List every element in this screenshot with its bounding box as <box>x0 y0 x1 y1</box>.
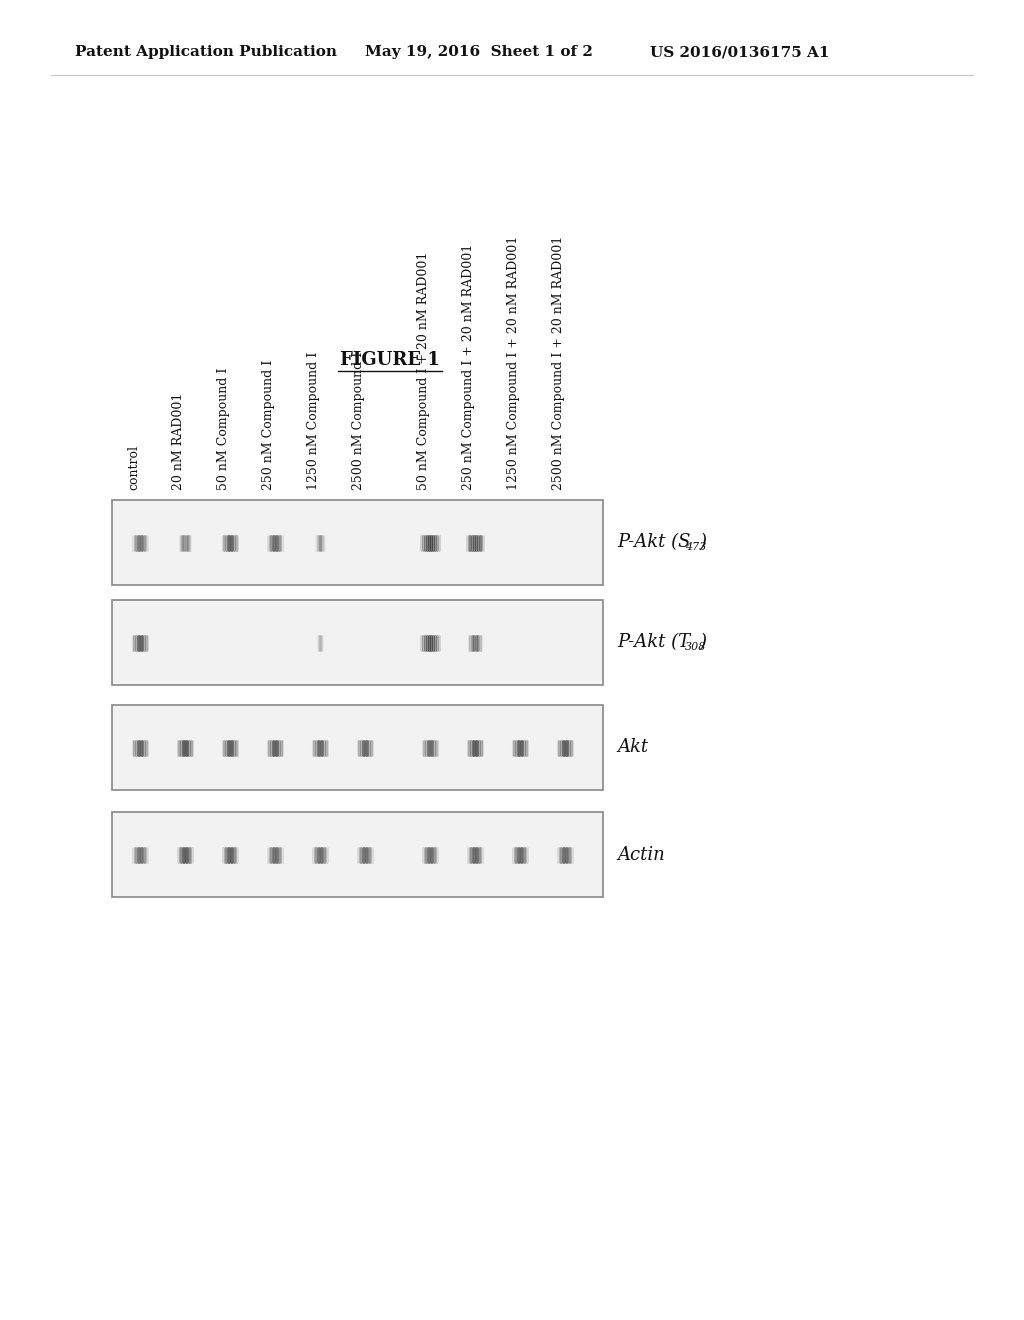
Text: 2500 nM Compound I + 20 nM RAD001: 2500 nM Compound I + 20 nM RAD001 <box>552 236 565 490</box>
Text: 50 nM Compound I + 20 nM RAD001: 50 nM Compound I + 20 nM RAD001 <box>417 252 430 490</box>
Text: 20 nM RAD001: 20 nM RAD001 <box>172 392 185 490</box>
Text: P-Akt (T: P-Akt (T <box>617 634 690 652</box>
Text: 50 nM Compound I: 50 nM Compound I <box>217 368 230 490</box>
Text: 250 nM Compound I + 20 nM RAD001: 250 nM Compound I + 20 nM RAD001 <box>462 244 475 490</box>
Bar <box>112 500 603 585</box>
Text: 1250 nM Compound I: 1250 nM Compound I <box>307 351 319 490</box>
Text: 2500 nM Compound I: 2500 nM Compound I <box>352 351 365 490</box>
Text: US 2016/0136175 A1: US 2016/0136175 A1 <box>650 45 829 59</box>
Text: P-Akt (S: P-Akt (S <box>617 533 690 552</box>
Text: Akt: Akt <box>617 738 648 756</box>
Text: 308: 308 <box>685 643 707 652</box>
Text: 473: 473 <box>685 543 707 553</box>
Text: ): ) <box>699 533 706 552</box>
Text: ): ) <box>699 634 706 652</box>
Text: control: control <box>127 445 140 490</box>
Bar <box>112 601 603 685</box>
Bar <box>112 705 603 789</box>
Text: May 19, 2016  Sheet 1 of 2: May 19, 2016 Sheet 1 of 2 <box>365 45 593 59</box>
Text: 1250 nM Compound I + 20 nM RAD001: 1250 nM Compound I + 20 nM RAD001 <box>507 236 520 490</box>
Bar <box>112 812 603 898</box>
Text: Patent Application Publication: Patent Application Publication <box>75 45 337 59</box>
Text: FIGURE 1: FIGURE 1 <box>340 351 440 370</box>
Text: 250 nM Compound I: 250 nM Compound I <box>262 360 275 490</box>
Text: Actin: Actin <box>617 846 665 863</box>
